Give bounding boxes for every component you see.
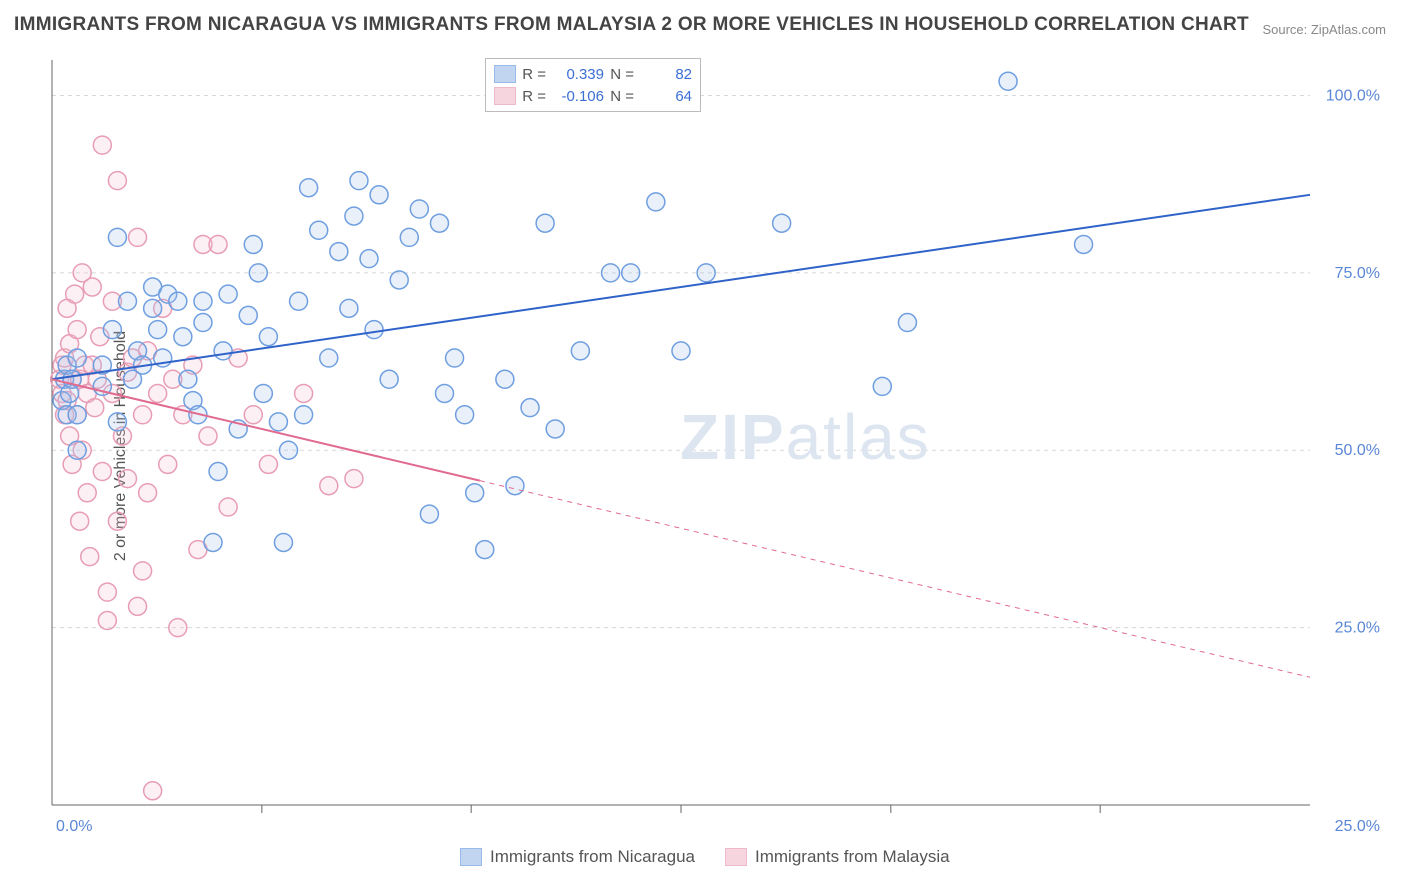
svg-text:0.0%: 0.0% <box>56 818 92 835</box>
svg-text:50.0%: 50.0% <box>1335 442 1380 459</box>
svg-text:25.0%: 25.0% <box>1335 620 1380 637</box>
scatter-plot: 25.0% 50.0% 75.0% 100.0% 0.0% 25.0% <box>50 55 1390 845</box>
source-attribution: Source: ZipAtlas.com <box>1262 22 1386 37</box>
svg-text:100.0%: 100.0% <box>1326 87 1380 104</box>
series-legend: Immigrants from NicaraguaImmigrants from… <box>460 847 950 867</box>
svg-text:25.0%: 25.0% <box>1335 818 1380 835</box>
svg-text:75.0%: 75.0% <box>1335 265 1380 282</box>
chart-title: IMMIGRANTS FROM NICARAGUA VS IMMIGRANTS … <box>14 14 1249 36</box>
correlation-legend: R =0.339 N =82 R =-0.106 N =64 <box>485 58 701 112</box>
